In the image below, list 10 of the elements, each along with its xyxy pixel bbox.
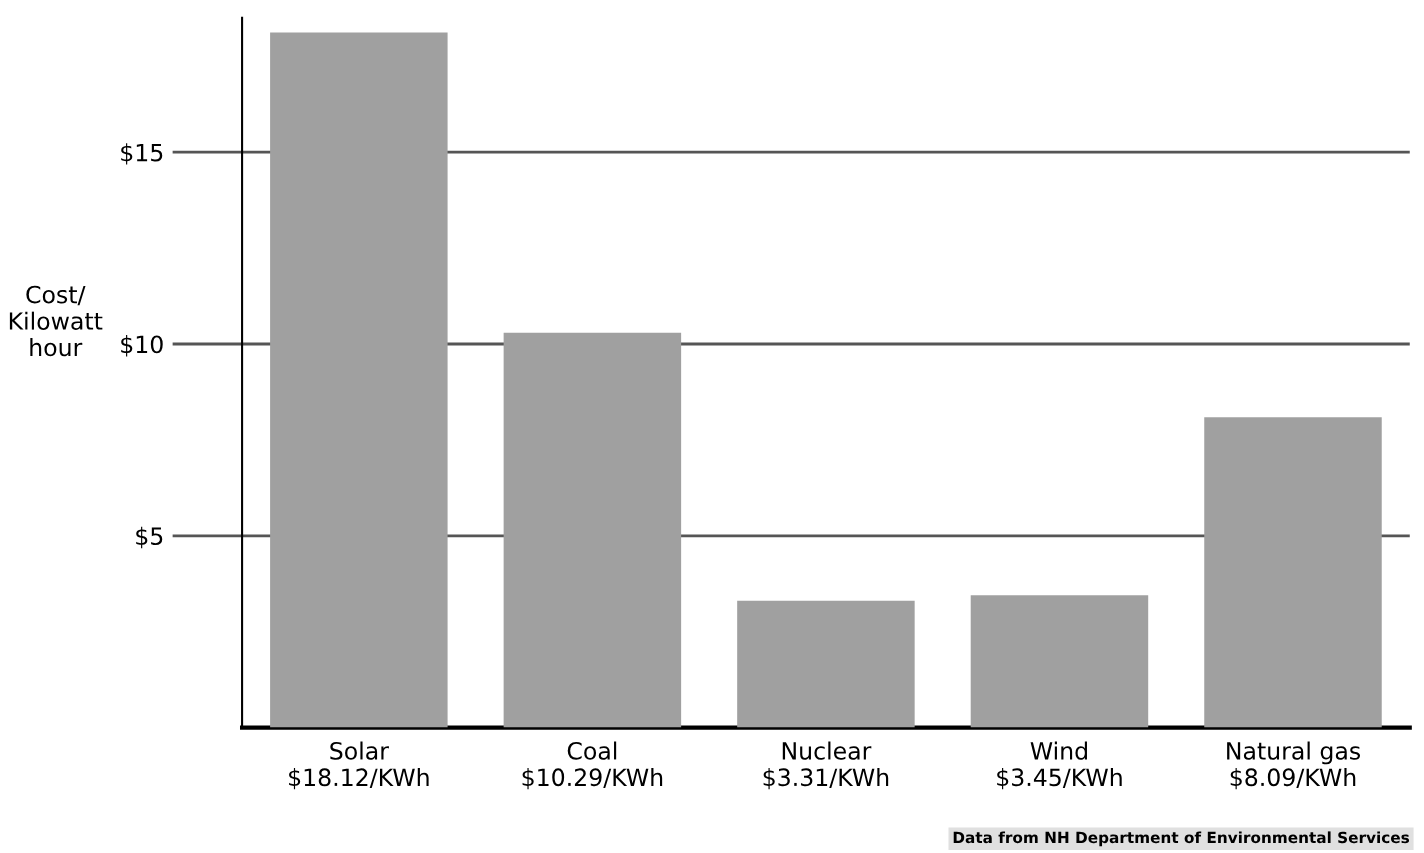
x-tick-label: Nuclear $3.31/KWh bbox=[763, 741, 889, 790]
x-tick-label: Natural gas $8.09/KWh bbox=[1227, 741, 1361, 790]
text: Data from NH Department of Environmental Services bbox=[953, 831, 1410, 847]
y-tick-label: $10 bbox=[121, 335, 163, 357]
x-tick-label: Solar $18.12/KWh bbox=[289, 741, 429, 790]
y-tick-label: $5 bbox=[136, 526, 163, 549]
y-axis-title: Cost/ Kilowatt hour bbox=[9, 285, 103, 357]
x-tick-label: Coal $10.29/KWh bbox=[522, 741, 663, 790]
y-tick-label: $15 bbox=[121, 143, 163, 165]
x-tick-label: Wind $3.45/KWh bbox=[997, 741, 1122, 790]
